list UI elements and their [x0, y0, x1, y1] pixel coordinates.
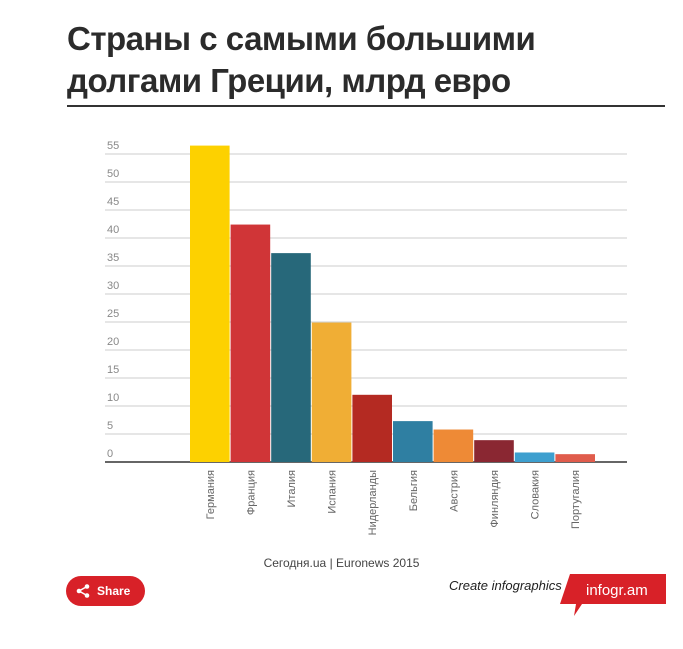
- y-tick-label: 40: [107, 224, 119, 236]
- x-tick-label: Италия: [286, 470, 298, 508]
- x-tick-label: Австрия: [448, 470, 460, 512]
- x-tick-label: Нидерланды: [367, 470, 379, 535]
- x-tick-label: Финляндия: [489, 470, 501, 528]
- y-tick-label: 10: [107, 392, 119, 404]
- x-tick-label: Бельгия: [408, 470, 420, 511]
- x-tick-label: Франция: [245, 470, 257, 515]
- y-tick-label: 20: [107, 336, 119, 348]
- bar: [190, 145, 230, 462]
- bar: [393, 421, 433, 462]
- x-tick-label: Испания: [327, 470, 339, 514]
- create-infographics-link[interactable]: Create infographics: [449, 578, 562, 593]
- x-tick-label: Португалия: [570, 470, 582, 529]
- y-tick-label: 35: [107, 252, 119, 264]
- share-label: Share: [97, 584, 131, 598]
- x-tick-label: Словакия: [530, 470, 542, 519]
- y-tick-label: 30: [107, 280, 119, 292]
- bar: [311, 322, 352, 462]
- x-tick-label: Германия: [205, 470, 217, 519]
- y-tick-label: 45: [107, 196, 119, 208]
- y-tick-label: 0: [107, 448, 113, 460]
- bar: [555, 454, 595, 462]
- source-credit: Сегодня.ua | Euronews 2015: [263, 556, 420, 570]
- bar: [514, 452, 555, 462]
- title-divider: [67, 105, 665, 107]
- infogram-logo[interactable]: infogr.am: [560, 574, 666, 616]
- y-tick-label: 5: [107, 420, 113, 432]
- bar: [352, 394, 392, 462]
- bar: [474, 440, 514, 462]
- y-tick-label: 50: [107, 168, 119, 180]
- bar: [433, 429, 474, 462]
- share-button[interactable]: Share: [66, 576, 145, 606]
- share-icon: [76, 584, 90, 598]
- logo-text: infogr.am: [586, 582, 648, 599]
- page-title: Страны с самыми большими долгами Греции,…: [67, 20, 536, 99]
- y-tick-label: 25: [107, 308, 119, 320]
- y-tick-label: 15: [107, 364, 119, 376]
- bar: [271, 253, 311, 462]
- bar: [230, 224, 271, 462]
- y-tick-label: 55: [107, 140, 119, 152]
